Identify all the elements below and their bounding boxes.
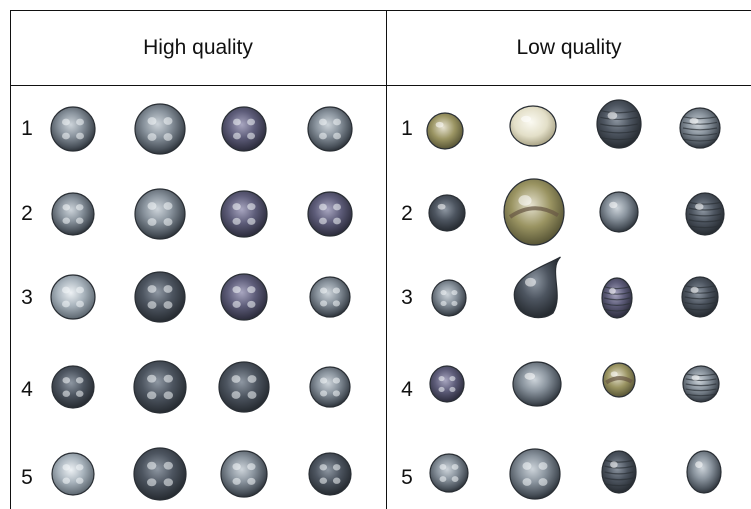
hq-row-label-4: 4 bbox=[21, 378, 33, 401]
hq-row-label-2: 2 bbox=[21, 202, 33, 225]
hq-pearl-r4-c4 bbox=[309, 366, 351, 408]
lq-pearl-r2-c2 bbox=[503, 178, 565, 246]
lq-row-label-2: 2 bbox=[401, 202, 413, 225]
hq-pearl-r2-c2 bbox=[134, 188, 186, 240]
lq-pearl-r5-c3 bbox=[601, 450, 637, 494]
lq-pearl-r5-c4 bbox=[686, 450, 722, 494]
hq-row-label-1: 1 bbox=[21, 117, 33, 140]
hq-pearl-r4-c1 bbox=[51, 365, 95, 409]
lq-pearl-r4-c2 bbox=[512, 361, 562, 407]
lq-row-label-5: 5 bbox=[401, 466, 413, 489]
lq-pearl-r4-c1 bbox=[429, 365, 465, 403]
left-border bbox=[10, 10, 11, 509]
lq-pearl-r1-c1 bbox=[426, 112, 464, 150]
hq-pearl-r5-c2 bbox=[133, 447, 187, 501]
hq-pearl-r2-c1 bbox=[51, 192, 95, 236]
lq-pearl-r5-c1 bbox=[429, 453, 469, 493]
column-divider bbox=[386, 10, 387, 509]
hq-pearl-r4-c2 bbox=[133, 360, 187, 414]
lq-pearl-r1-c4 bbox=[679, 107, 721, 149]
hq-pearl-r3-c2 bbox=[134, 271, 186, 323]
lq-row-label-1: 1 bbox=[401, 117, 413, 140]
hq-row-label-3: 3 bbox=[21, 286, 33, 309]
lq-pearl-r3-c1 bbox=[431, 279, 467, 317]
hq-pearl-r2-c3 bbox=[220, 190, 268, 238]
lq-pearl-r4-c3 bbox=[602, 362, 636, 398]
lq-row-label-3: 3 bbox=[401, 286, 413, 309]
lq-pearl-r2-c1 bbox=[428, 194, 466, 232]
hq-pearl-r1-c3 bbox=[221, 106, 267, 152]
lq-pearl-r2-c3 bbox=[599, 191, 639, 233]
hq-pearl-r3-c4 bbox=[309, 276, 351, 318]
hq-pearl-r4-c3 bbox=[218, 361, 270, 413]
header-high-quality: High quality bbox=[143, 35, 253, 59]
lq-pearl-r1-c3 bbox=[596, 99, 642, 149]
hq-pearl-r2-c4 bbox=[307, 191, 353, 237]
lq-pearl-r3-c3 bbox=[601, 277, 633, 319]
hq-pearl-r3-c1 bbox=[50, 274, 96, 320]
header-low-quality: Low quality bbox=[516, 35, 622, 59]
lq-pearl-r1-c2 bbox=[509, 105, 557, 147]
hq-pearl-r5-c4 bbox=[308, 452, 352, 496]
hq-pearl-r1-c2 bbox=[134, 103, 186, 155]
lq-row-label-4: 4 bbox=[401, 378, 413, 401]
hq-pearl-r3-c3 bbox=[220, 273, 268, 321]
hq-pearl-r1-c1 bbox=[50, 106, 96, 152]
hq-row-label-5: 5 bbox=[21, 466, 33, 489]
hq-pearl-r5-c1 bbox=[51, 452, 95, 496]
lq-pearl-r3-c4 bbox=[681, 276, 719, 318]
lq-pearl-r5-c2 bbox=[509, 448, 561, 500]
lq-pearl-r3-c2 bbox=[513, 256, 561, 319]
header-divider bbox=[10, 85, 751, 86]
lq-pearl-r2-c4 bbox=[685, 192, 725, 236]
top-border bbox=[10, 10, 751, 11]
hq-pearl-r1-c4 bbox=[307, 106, 353, 152]
lq-pearl-r4-c4 bbox=[682, 365, 720, 403]
hq-pearl-r5-c3 bbox=[220, 450, 268, 498]
